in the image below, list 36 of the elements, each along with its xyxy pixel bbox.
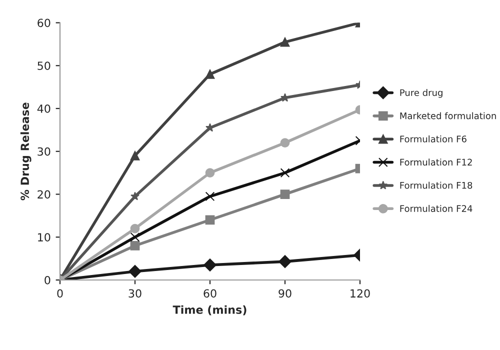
legend-label: Pure drug	[400, 89, 442, 98]
y-tick-label: 30	[38, 147, 50, 156]
legend-label: Formulation F12	[400, 158, 472, 166]
y-tick-label: 20	[38, 190, 50, 199]
point	[278, 255, 292, 268]
x-tick-label: 30	[128, 289, 142, 298]
y-axis-title: % Drug Release	[20, 102, 32, 200]
point	[280, 168, 290, 178]
y-tick-label: 0	[44, 276, 50, 284]
point	[205, 168, 215, 178]
y-tick-label: 40	[37, 104, 50, 113]
point	[204, 258, 216, 272]
point	[128, 265, 142, 278]
x-tick-label: 90	[278, 289, 292, 298]
point	[130, 232, 140, 242]
point	[280, 37, 290, 47]
legend-label: Formulation F18	[400, 182, 472, 189]
x-tick-label: 60	[204, 289, 216, 298]
point	[130, 224, 140, 234]
point	[205, 70, 215, 79]
point	[205, 215, 215, 225]
legend-label: Formulation F6	[400, 135, 466, 142]
legend-label: Marketed formulation	[400, 112, 496, 120]
y-tick-label: 50	[38, 62, 50, 70]
point	[205, 192, 215, 202]
x-axis-title: Time (mins)	[172, 305, 246, 316]
point	[130, 241, 140, 250]
point	[280, 138, 290, 148]
x-tick-label: 120	[350, 289, 370, 298]
y-tick-label: 10	[38, 233, 50, 242]
legend-label: Formulation F24	[400, 204, 472, 212]
x-tick-label: 0	[57, 289, 63, 298]
point	[130, 150, 140, 160]
point	[130, 192, 140, 200]
point	[280, 190, 290, 199]
y-tick-label: 60	[38, 18, 50, 28]
